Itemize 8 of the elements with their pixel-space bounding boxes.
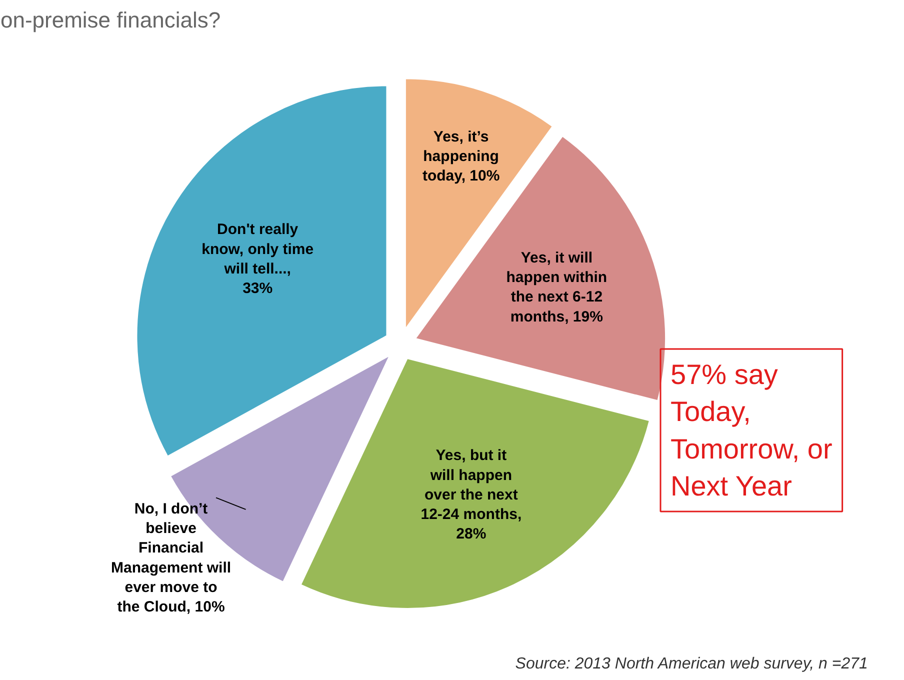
source-note: Source: 2013 North American web survey, n =271	[515, 655, 868, 672]
slice-label: Yes, it will happen within the next 6-12 months, 19%	[506, 250, 608, 326]
slice-label: No, I don’t believe Financial Management will ever move to the Cloud, 10%	[111, 500, 232, 616]
slice-label: Yes, but it will happen over the next 12-24 months, 28%	[420, 447, 522, 542]
slice-label: Don't really know, only time will tell..., 33%	[202, 221, 314, 297]
slice-label: Yes, it’s happening today, 10%	[422, 128, 500, 185]
text: 57% say Today, Tomorrow, or Next Year	[670, 358, 832, 502]
chart-title: on-premise financials?	[0, 8, 221, 32]
